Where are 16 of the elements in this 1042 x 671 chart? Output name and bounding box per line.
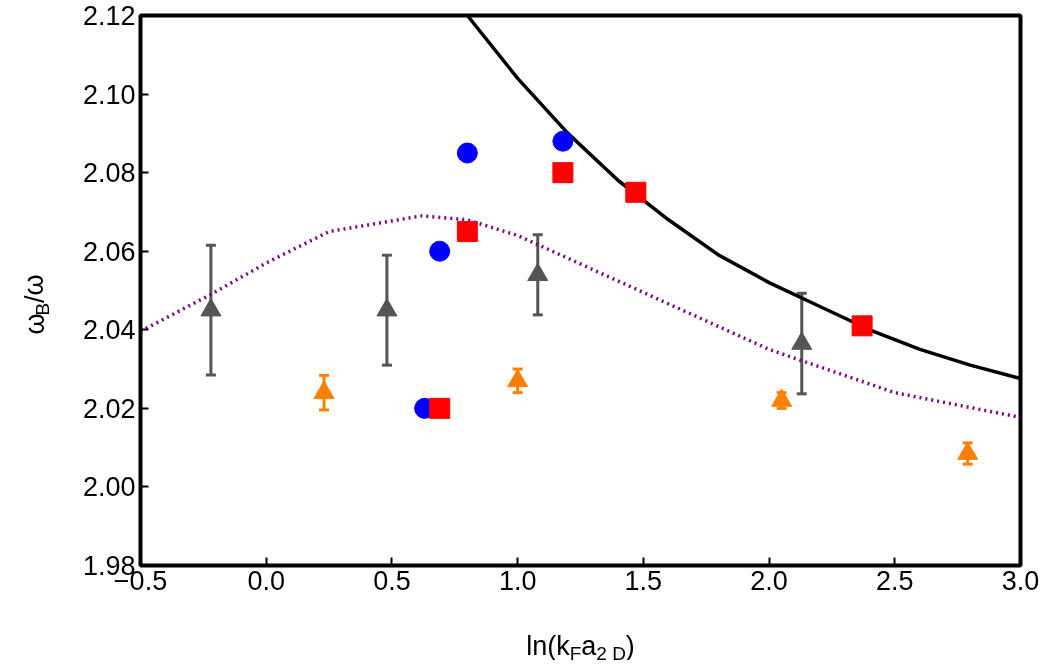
y-tick-label: 2.00 <box>82 472 136 503</box>
x-tick-label: 1.0 <box>498 565 537 596</box>
y-tick-label: 2.02 <box>82 393 136 424</box>
x-tick-label: 0.5 <box>373 565 411 596</box>
y-tick-label: 2.10 <box>82 79 136 110</box>
x-tick-label: 1.5 <box>624 565 663 596</box>
y-tick-label: 2.04 <box>82 315 136 346</box>
y-tick-label: 2.06 <box>82 236 136 267</box>
line-series <box>140 214 1021 420</box>
x-tick-label: 2.5 <box>876 565 914 596</box>
y-tick-label: 2.12 <box>82 1 136 31</box>
y-tick-label: 2.08 <box>82 158 136 189</box>
y-axis-title: ωB/ω <box>19 274 53 335</box>
x-tick-label: 0.0 <box>247 565 285 596</box>
x-tick-label: 3.0 <box>1001 565 1040 596</box>
x-tick-label: 2.0 <box>750 565 788 596</box>
